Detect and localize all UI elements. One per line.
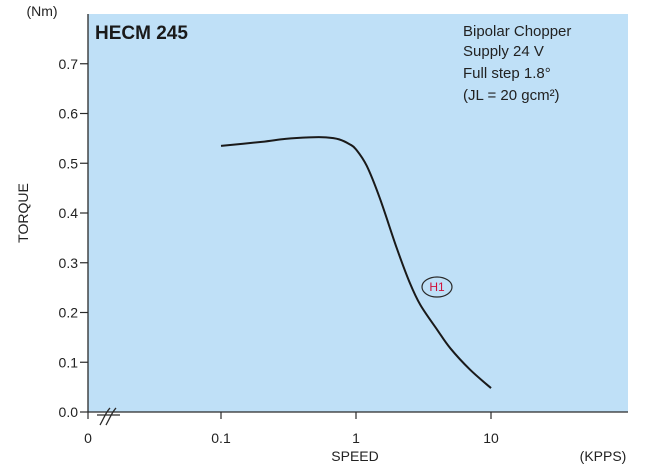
y-tick-label: 0.2 bbox=[59, 305, 79, 321]
spec-line-3: Full step 1.8° bbox=[463, 65, 551, 82]
x-axis-unit: (KPPS) bbox=[580, 448, 627, 464]
y-axis-unit: (Nm) bbox=[26, 3, 57, 19]
y-tick-label: 0.6 bbox=[59, 106, 79, 122]
series-h1-line bbox=[220, 136, 492, 389]
y-tick-label: 0.7 bbox=[59, 56, 79, 72]
spec-line-1: Bipolar Chopper bbox=[463, 23, 571, 40]
y-tick-label: 0.1 bbox=[59, 354, 79, 370]
series-h1-label-badge: H1 bbox=[421, 276, 453, 298]
y-axis-title: TORQUE bbox=[15, 183, 31, 243]
x-axis-title: SPEED bbox=[331, 448, 378, 464]
x-origin-label: 0 bbox=[84, 430, 92, 446]
plot-area bbox=[88, 14, 628, 412]
y-tick-label: 0.3 bbox=[59, 255, 79, 271]
x-tick-label: 1 bbox=[352, 430, 360, 446]
series-h1-label-oval bbox=[421, 276, 453, 298]
y-tick-label: 0.4 bbox=[59, 205, 79, 221]
series-h1-label: H1 bbox=[429, 280, 445, 294]
spec-line-2: Supply 24 V bbox=[463, 43, 544, 60]
x-axis-ticks: 0.1 1 10 bbox=[87, 412, 499, 446]
x-tick-label: 10 bbox=[483, 430, 499, 446]
y-axis-ticks: 0.0 0.1 0.2 0.3 0.4 0.5 0.6 0.7 bbox=[59, 56, 88, 420]
chart-title: HECM 245 bbox=[95, 23, 188, 44]
axis-break-symbol bbox=[97, 407, 120, 426]
y-tick-label: 0.5 bbox=[59, 155, 79, 171]
x-tick-label: 0.1 bbox=[211, 430, 231, 446]
y-tick-label: 0.0 bbox=[59, 404, 79, 420]
spec-line-4: (JL = 20 gcm²) bbox=[463, 87, 560, 104]
spec-annotations: Bipolar Chopper Supply 24 V Full step 1.… bbox=[463, 23, 571, 104]
